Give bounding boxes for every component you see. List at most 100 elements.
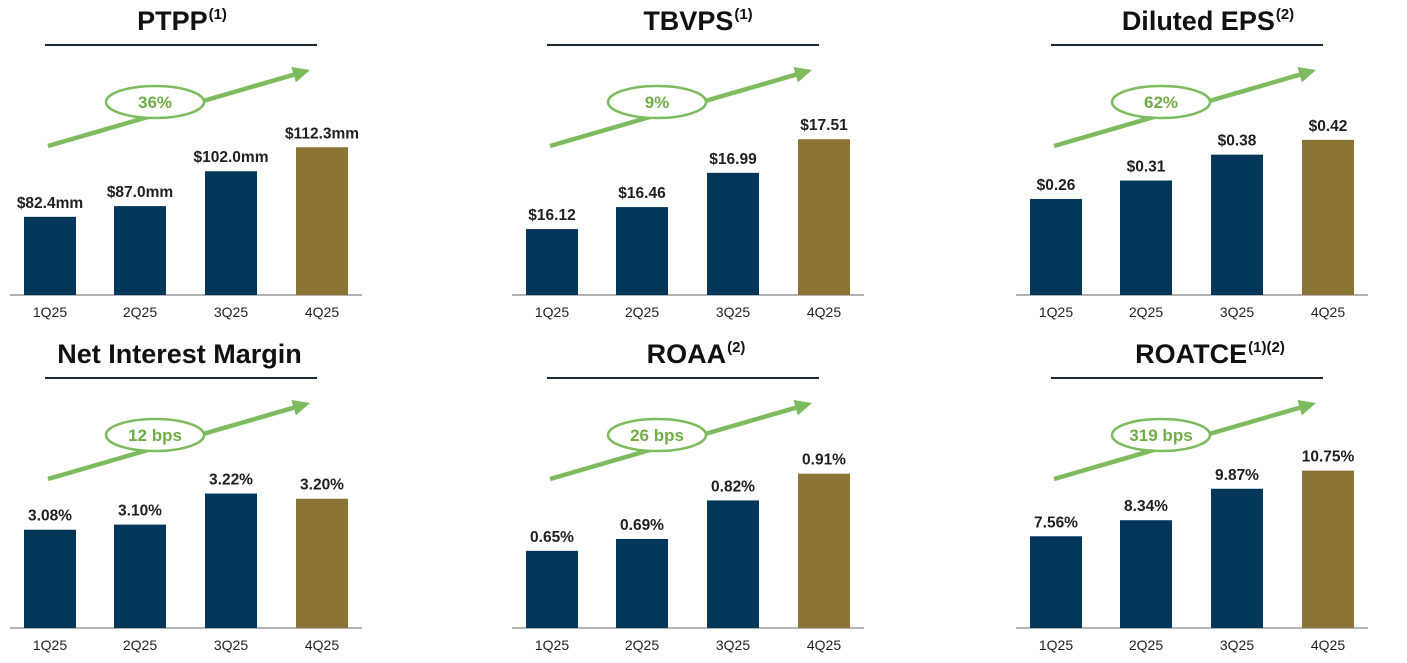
chart-panel-tbvps: TBVPS(1) $16.12 1Q25 $16.46 2Q25 $16.99 3Q25 $…	[502, 0, 902, 330]
bar-3q25	[205, 493, 257, 628]
chart-title: Net Interest Margin	[57, 339, 303, 370]
x-tick-label: 2Q25	[625, 637, 659, 653]
chart-title-footnote: (1)	[734, 6, 753, 23]
growth-arrow: 36%	[47, 67, 310, 149]
x-tick-label: 2Q25	[123, 304, 157, 320]
bar-1q25	[526, 550, 578, 628]
growth-arrow: 62%	[1053, 67, 1316, 149]
bar-4q25	[798, 473, 850, 628]
chart-panel-net-interest-margin: Net Interest Margin 3.08% 1Q25 3.10% 2Q25 3.…	[0, 333, 400, 663]
chart-title: Diluted EPS(2)	[1122, 6, 1294, 37]
x-tick-label: 2Q25	[1129, 637, 1163, 653]
chart-title-footnote: (1)	[208, 6, 227, 23]
bar-3q25	[1211, 154, 1263, 295]
data-label: 0.69%	[620, 517, 664, 534]
growth-label: 9%	[645, 93, 670, 112]
bar-3q25	[707, 500, 759, 628]
chart-title: TBVPS(1)	[643, 6, 752, 37]
x-tick-label: 2Q25	[625, 304, 659, 320]
data-label: $0.38	[1218, 133, 1257, 150]
x-tick-label: 4Q25	[1311, 637, 1345, 653]
chart-title: ROATCE(1)(2)	[1135, 339, 1285, 370]
x-tick-label: 1Q25	[33, 637, 67, 653]
data-label: $0.42	[1309, 118, 1348, 135]
chart-panel-diluted-eps: Diluted EPS(2) $0.26 1Q25 $0.31 2Q25 $0.38 3Q…	[1006, 0, 1406, 330]
x-tick-label: 3Q25	[1220, 637, 1254, 653]
x-tick-label: 3Q25	[1220, 304, 1254, 320]
x-tick-label: 4Q25	[305, 304, 339, 320]
bar-4q25	[296, 498, 348, 628]
bar-4q25	[798, 139, 850, 295]
x-tick-label: 2Q25	[123, 637, 157, 653]
growth-badge	[606, 84, 708, 120]
growth-arrow-head-icon	[1297, 400, 1316, 416]
x-tick-label: 1Q25	[1039, 637, 1073, 653]
chart-title-text: Diluted EPS	[1121, 6, 1275, 36]
growth-arrow-head-icon	[793, 400, 812, 416]
x-tick-label: 3Q25	[214, 637, 248, 653]
growth-arrow-head-icon	[793, 67, 812, 83]
bar-2q25	[114, 206, 166, 295]
data-label: 3.20%	[300, 477, 344, 494]
chart-canvas: 7.56% 1Q25 8.34% 2Q25 9.87% 3Q25 10.75% 4Q25 319…	[1016, 377, 1368, 653]
chart-panel-roaa: ROAA(2) 0.65% 1Q25 0.69% 2Q25 0.82% 3Q25 0.91%…	[502, 333, 902, 663]
bar-4q25	[1302, 139, 1354, 295]
data-label: $16.12	[528, 207, 575, 224]
data-label: $112.3mm	[285, 125, 359, 142]
bar-2q25	[1120, 520, 1172, 628]
x-tick-label: 3Q25	[716, 304, 750, 320]
x-tick-label: 4Q25	[305, 637, 339, 653]
growth-arrow: 319 bps	[1053, 400, 1316, 482]
bar-3q25	[205, 171, 257, 295]
growth-label: 62%	[1144, 93, 1178, 112]
data-label: 0.65%	[530, 529, 574, 546]
growth-arrow-head-icon	[1297, 67, 1316, 83]
bar-4q25	[1302, 470, 1354, 628]
x-tick-label: 2Q25	[1129, 304, 1163, 320]
data-label: 10.75%	[1302, 449, 1355, 466]
data-label: $0.26	[1037, 177, 1076, 194]
growth-badge	[104, 417, 206, 453]
data-label: $102.0mm	[194, 149, 269, 166]
chart-panel-ptpp: PTPP(1) $82.4mm 1Q25 $87.0mm 2Q25 $102.0mm 3Q…	[0, 0, 400, 330]
x-tick-label: 1Q25	[535, 304, 569, 320]
data-label: $0.31	[1127, 158, 1166, 175]
bar-1q25	[1030, 198, 1082, 295]
data-label: $87.0mm	[107, 184, 173, 201]
chart-title: ROAA(2)	[647, 339, 746, 370]
chart-title-text: Net Interest Margin	[57, 339, 302, 369]
growth-arrow-head-icon	[291, 400, 310, 416]
chart-title-text: PTPP	[137, 6, 208, 36]
chart-title-footnote: (2)	[727, 339, 746, 356]
growth-badge	[1110, 417, 1212, 453]
chart-title: PTPP(1)	[137, 6, 227, 37]
bar-3q25	[707, 172, 759, 295]
x-tick-label: 4Q25	[807, 637, 841, 653]
bar-1q25	[24, 216, 76, 295]
chart-title-footnote: (1)(2)	[1248, 339, 1285, 356]
chart-title-text: ROATCE	[1135, 339, 1248, 369]
data-label: 9.87%	[1215, 467, 1259, 484]
bar-2q25	[114, 524, 166, 628]
bar-1q25	[526, 229, 578, 295]
data-label: $16.99	[709, 151, 757, 168]
x-tick-label: 4Q25	[807, 304, 841, 320]
x-tick-label: 1Q25	[33, 304, 67, 320]
data-label: $17.51	[800, 117, 848, 134]
bar-1q25	[1030, 536, 1082, 628]
chart-title-footnote: (2)	[1275, 6, 1295, 23]
chart-canvas: $0.26 1Q25 $0.31 2Q25 $0.38 3Q25 $0.42 4Q25 62%	[1016, 44, 1368, 320]
growth-badge	[1110, 84, 1212, 120]
chart-canvas: 3.08% 1Q25 3.10% 2Q25 3.22% 3Q25 3.20% 4Q25 12 b…	[10, 377, 362, 653]
growth-badge	[104, 84, 206, 120]
chart-canvas: $16.12 1Q25 $16.46 2Q25 $16.99 3Q25 $17.51 4Q25…	[512, 44, 864, 320]
bar-2q25	[616, 538, 668, 628]
bar-2q25	[1120, 180, 1172, 295]
x-tick-label: 1Q25	[535, 637, 569, 653]
chart-title-text: TBVPS	[643, 6, 734, 36]
growth-label: 12 bps	[128, 426, 182, 445]
chart-panel-roatce: ROATCE(1)(2) 7.56% 1Q25 8.34% 2Q25 9.87% 3Q25…	[1006, 333, 1406, 663]
chart-canvas: $82.4mm 1Q25 $87.0mm 2Q25 $102.0mm 3Q25 $112.3…	[10, 44, 362, 320]
data-label: $82.4mm	[17, 195, 83, 212]
data-label: 3.08%	[28, 508, 72, 525]
